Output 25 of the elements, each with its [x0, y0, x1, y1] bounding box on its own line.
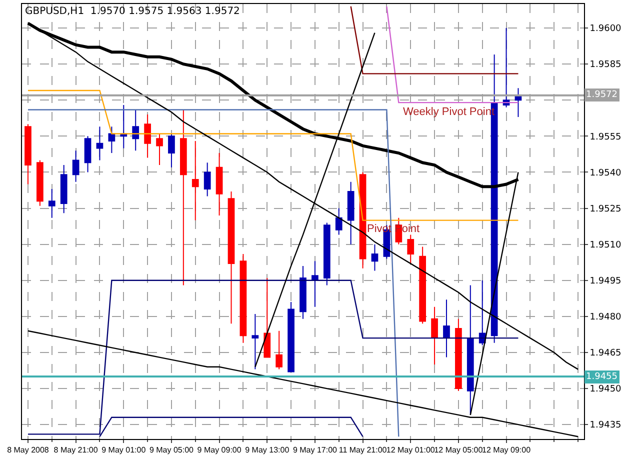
y-tick-label: 1.9495	[590, 276, 622, 287]
y-tick-label: 1.9585	[590, 60, 622, 70]
y-tick-label: 1.9480	[590, 312, 622, 323]
x-tick-label: 12 May 09:00	[482, 446, 532, 455]
y-tick-label: 1.9465	[590, 348, 622, 359]
y-tick-label: 1.9510	[590, 240, 622, 250]
y-tick-label: 1.9600	[590, 24, 622, 34]
x-tick-label: 8 May 2008	[7, 446, 50, 455]
chart-title: GBPUSD,H1 1.9570 1.9575 1.9563 1.9572	[25, 6, 240, 18]
x-tick-label: 9 May 01:00	[102, 446, 146, 455]
ref-line-label: 1.9455	[586, 372, 618, 382]
x-tick-label: 12 May 05:00	[434, 446, 484, 455]
x-tick-label: 11 May 21:00	[338, 446, 388, 455]
y-tick-label: 1.9450	[590, 384, 622, 395]
ref-line-label: 1.9572	[586, 90, 618, 100]
y-tick-label: 1.9525	[590, 204, 622, 214]
x-tick-label: 9 May 13:00	[245, 446, 290, 455]
x-tick-label: 9 May 05:00	[149, 446, 194, 455]
x-tick-label: 9 May 17:00	[292, 446, 338, 455]
y-tick-label: 1.9555	[590, 132, 622, 142]
y-tick-label: 1.9435	[590, 420, 622, 431]
y-tick-label: 1.9540	[590, 168, 622, 178]
x-tick-label: 8 May 21:00	[54, 446, 98, 455]
x-tick-label: 12 May 01:00	[386, 446, 436, 455]
x-tick-label: 9 May 09:00	[197, 446, 242, 455]
